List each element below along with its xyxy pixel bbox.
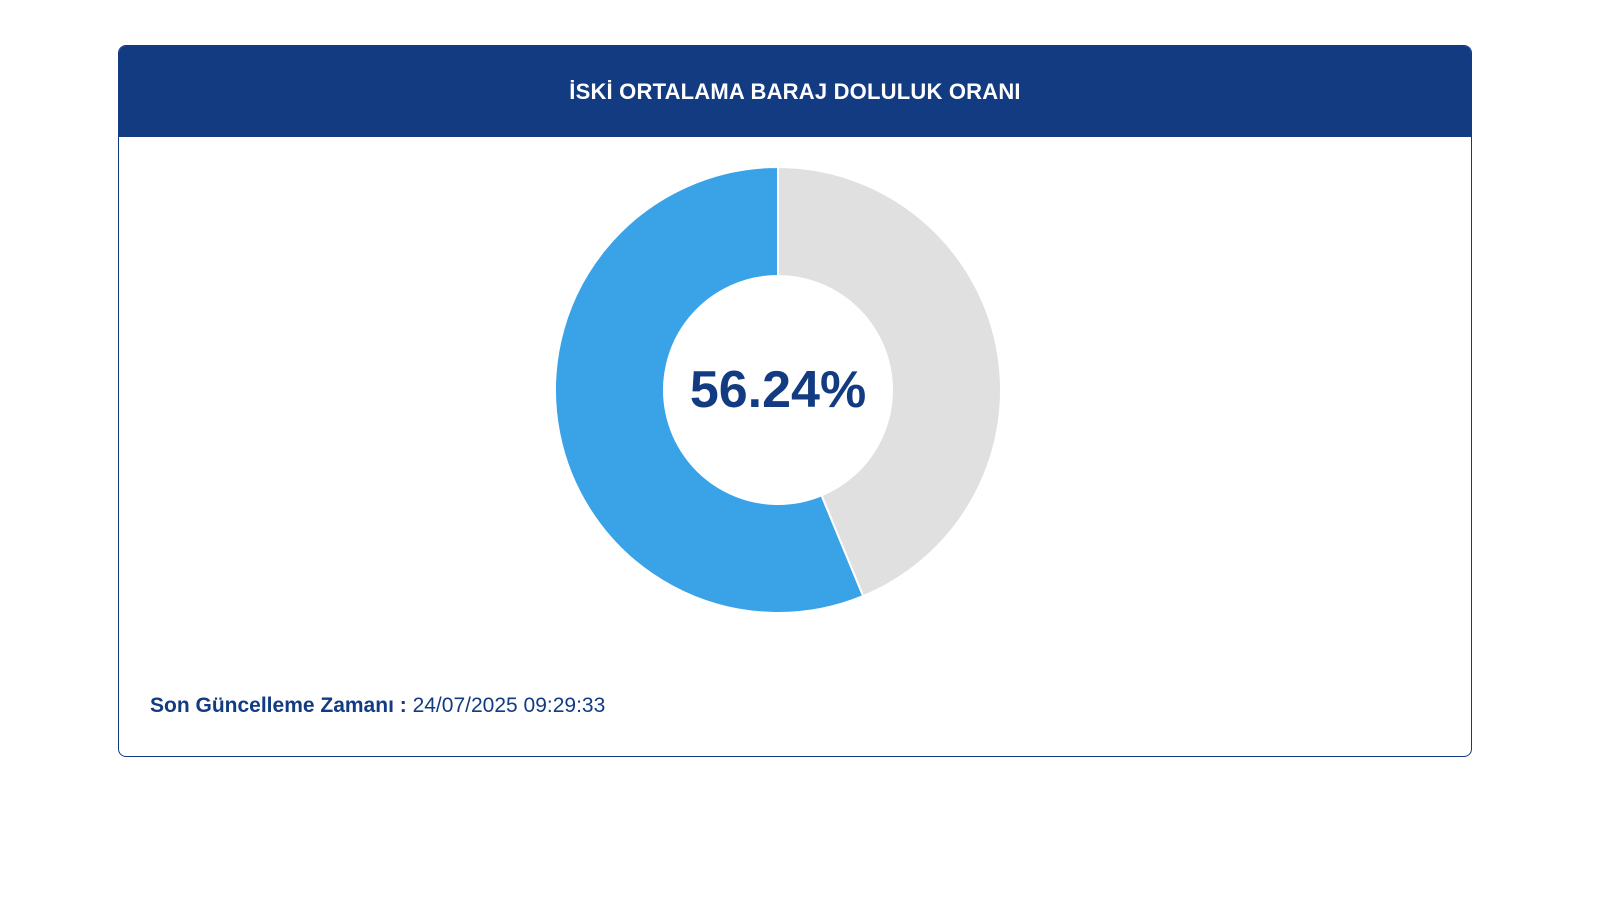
donut-chart: 56.24% (554, 165, 1002, 614)
last-update-label: Son Güncelleme Zamanı : (150, 694, 407, 717)
center-percentage-label: 56.24% (690, 361, 866, 419)
donut-chart-area: 56.24% (119, 137, 1471, 657)
card-title: İSKİ ORTALAMA BARAJ DOLULUK ORANI (569, 78, 1021, 104)
dam-occupancy-card: İSKİ ORTALAMA BARAJ DOLULUK ORANI 56.24%… (118, 45, 1472, 757)
donut-slice-filled (554, 165, 865, 614)
donut-slices (554, 165, 1002, 614)
card-header: İSKİ ORTALAMA BARAJ DOLULUK ORANI (119, 46, 1471, 137)
last-update-info: Son Güncelleme Zamanı : 24/07/2025 09:29… (150, 694, 605, 718)
donut-slice-empty (777, 165, 1002, 598)
last-update-timestamp: 24/07/2025 09:29:33 (412, 694, 606, 717)
